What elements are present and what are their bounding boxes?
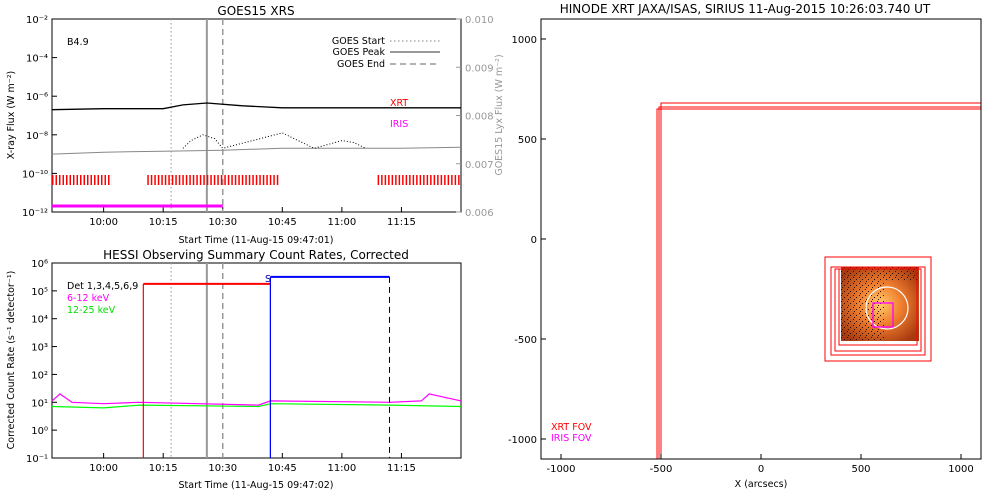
goes-title: GOES15 XRS [217, 4, 294, 18]
goes-xtick-label: 10:45 [268, 217, 297, 228]
hessi-panel: HESSI Observing Summary Count Rates, Cor… [6, 248, 462, 491]
goes-xtick-label: 11:00 [327, 217, 356, 228]
hessi-xtick-label: 10:00 [89, 463, 118, 474]
hessi-ytick-label: 10⁵ [31, 287, 48, 298]
iris-fov-box [872, 302, 894, 328]
hessi-legend: Det 1,3,4,5,6,9 6-12 keV 12-25 keV [67, 281, 138, 316]
xrt-map-ticks: -1000 -500 0 500 1000 -1000 -500 0 500 1000 [508, 35, 974, 475]
hessi-xtick-label: 11:15 [387, 463, 416, 474]
legend-12-25: 12-25 keV [67, 305, 116, 316]
goes-ytick-label: 10⁻¹⁰ [22, 169, 48, 180]
hessi-ytick-label: 10⁰ [31, 426, 48, 437]
xrt-map-xtick-label: -1000 [546, 464, 575, 475]
xrt-map-xtick-label: -500 [650, 464, 673, 475]
xrt-fov-box [824, 256, 932, 362]
xrt-label: XRT [390, 98, 408, 109]
goes-ytick-label: 10⁻⁴ [26, 54, 48, 65]
legend-goes-peak: GOES Peak [333, 47, 386, 58]
hessi-ytick-label: 10² [31, 370, 48, 381]
xrt-map-ytick-label: -500 [514, 335, 537, 346]
xrt-region-circle [865, 286, 909, 330]
goes-ytick-label: 10⁻² [26, 15, 48, 26]
xrt-fov-box [656, 108, 982, 460]
hessi-xtick-label: 10:30 [208, 463, 237, 474]
goes-xtick-label: 10:15 [149, 217, 178, 228]
goes-ylabel-right: GOES15 Lyx Flux (W m⁻²) [494, 54, 505, 175]
hessi-series-6-12keV [51, 393, 462, 406]
xrt-map-panel: HINODE XRT JAXA/ISAS, SIRIUS 11-Aug-2015… [508, 2, 982, 490]
xrt-map-ytick-label: -1000 [508, 435, 537, 446]
goes-xtick-label: 11:15 [387, 217, 416, 228]
xrt-fov-box [658, 106, 982, 460]
goes-series-short [51, 146, 462, 155]
goes-xlabel: Start Time (11-Aug-15 09:47:01) [179, 235, 334, 246]
xrt-fov-box [660, 102, 982, 460]
legend-xrt-fov: XRT FOV [551, 422, 592, 433]
goes-class-label: B4.9 [67, 37, 89, 48]
xrt-solar-image-noise-top [841, 267, 919, 281]
legend-iris-fov: IRIS FOV [551, 433, 592, 444]
legend-6-12: 6-12 keV [67, 293, 110, 304]
goes-ytick-right-label: 0.008 [465, 112, 494, 123]
hessi-saa-label: S [265, 274, 271, 285]
xrt-map-axes-frame [540, 18, 982, 460]
hessi-ytick-label: 10³ [31, 343, 48, 354]
hessi-ytick-label: 10¹ [31, 398, 48, 409]
goes-series-long [51, 102, 461, 111]
legend-goes-start: GOES Start [332, 36, 385, 47]
goes-legend: GOES Start GOES Peak GOES End [332, 36, 440, 70]
legend-det: Det 1,3,4,5,6,9 [67, 281, 138, 292]
goes-ticks: 10:00 10:15 10:30 10:45 11:00 11:15 10⁻¹² 10⁻¹⁰… [22, 15, 494, 228]
xrt-map-xtick-label: 1000 [948, 464, 973, 475]
hessi-xlabel: Start Time (11-Aug-15 09:47:02) [179, 480, 334, 491]
goes-ytick-right-label: 0.009 [465, 63, 494, 74]
hessi-xtick-label: 10:15 [149, 463, 178, 474]
hessi-title: HESSI Observing Summary Count Rates, Cor… [103, 248, 409, 262]
xrt-map-ytick-label: 500 [518, 135, 537, 146]
xrt-map-xlabel: X (arcsecs) [735, 479, 788, 490]
xrt-map-ytick-label: 1000 [512, 35, 537, 46]
hessi-marks [51, 263, 462, 458]
goes-series-lyx [182, 132, 366, 149]
goes-ytick-right-label: 0.007 [465, 160, 494, 171]
goes-ytick-label: 10⁻⁸ [26, 131, 48, 142]
hessi-ticks: 10:00 10:15 10:30 10:45 11:00 11:15 10⁻¹ 10⁰ 10¹… [26, 259, 416, 474]
goes-xtick-label: 10:00 [89, 217, 118, 228]
hessi-axes-frame [51, 262, 462, 459]
xrt-map-ytick-label: 0 [531, 235, 537, 246]
hessi-ylabel: Corrected Count Rate (s⁻¹ detector⁻¹) [6, 271, 17, 450]
hessi-ytick-label: 10⁴ [31, 315, 48, 326]
xrt-map-marks [656, 102, 982, 460]
hessi-ytick-label: 10⁻¹ [26, 454, 48, 465]
xrt-fov-box [838, 268, 918, 346]
legend-goes-end: GOES End [337, 59, 385, 70]
hessi-ytick-label: 10⁶ [31, 259, 48, 270]
goes-ytick-right-label: 0.010 [465, 15, 494, 26]
goes-ytick-right-label: 0.006 [465, 208, 494, 219]
xrt-map-image [841, 267, 919, 341]
hessi-xtick-label: 11:00 [327, 463, 356, 474]
iris-label: IRIS [390, 119, 408, 130]
hessi-xtick-label: 10:45 [268, 463, 297, 474]
goes-ytick-label: 10⁻¹² [22, 208, 48, 219]
xrt-map-title: HINODE XRT JAXA/ISAS, SIRIUS 11-Aug-2015… [560, 2, 931, 16]
goes-xtick-label: 10:30 [208, 217, 237, 228]
xrt-fov-box [830, 266, 926, 356]
goes-panel: GOES15 XRS 10:00 10:15 10:30 10:45 11:00 11:1… [6, 4, 505, 246]
goes-marks [51, 19, 462, 212]
xrt-map-xtick-label: 0 [758, 464, 764, 475]
goes-ylabel: X-ray Flux (W m⁻²) [6, 71, 17, 160]
goes-ytick-label: 10⁻⁶ [26, 92, 48, 103]
xrt-map-xtick-label: 500 [851, 464, 870, 475]
hessi-series-12-25keV [51, 403, 462, 409]
